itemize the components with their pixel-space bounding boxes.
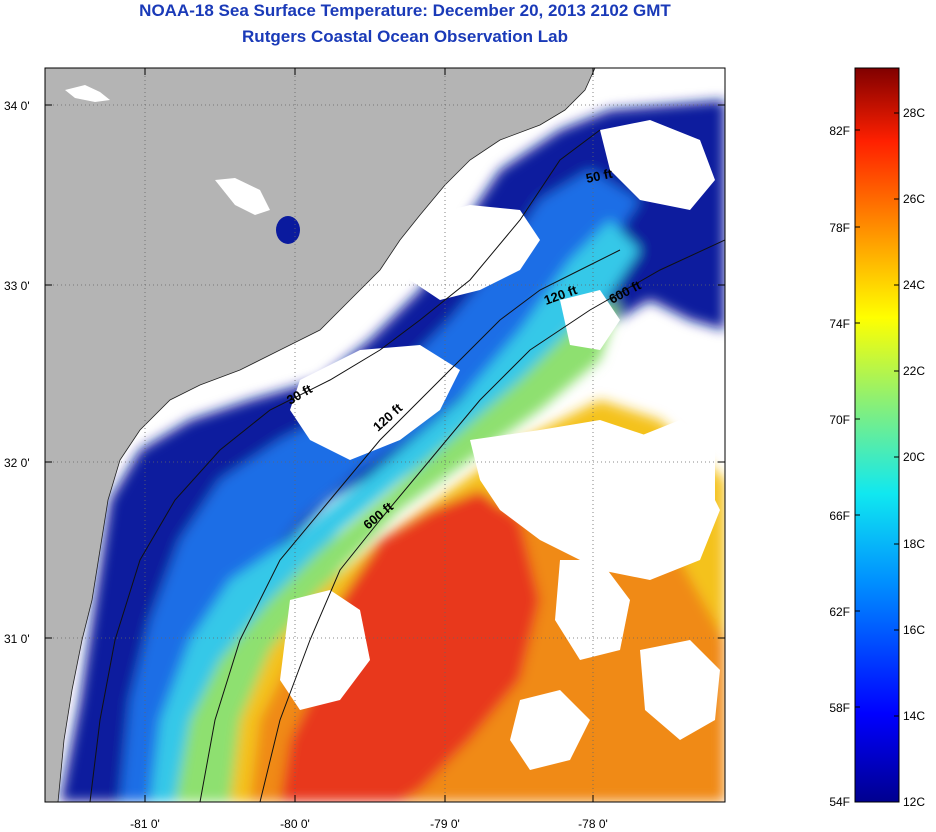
lat-label-33: 33 0': [4, 279, 30, 293]
inland-cloud-2: [65, 85, 110, 102]
cool-water: [120, 170, 640, 802]
cb-f-66: 66F: [829, 509, 850, 523]
colorbar-scale: [854, 67, 900, 803]
cb-f-54: 54F: [829, 795, 850, 809]
lat-label-34: 34 0': [4, 99, 30, 113]
cb-c-20: 20C: [903, 450, 925, 464]
grid: [45, 68, 725, 802]
mild-water: [175, 300, 620, 802]
coastline: [57, 68, 596, 802]
cb-f-70: 70F: [829, 413, 850, 427]
map-subtitle: Rutgers Coastal Ocean Observation Lab: [242, 27, 568, 46]
cb-c-18: 18C: [903, 537, 925, 551]
lon-label-78: -78 0': [578, 817, 608, 831]
colorbar: 82F 78F 74F 70F 66F 62F 58F 54F 28C 26C …: [829, 67, 925, 809]
lon-label-81: -81 0': [130, 817, 160, 831]
cb-f-62: 62F: [829, 605, 850, 619]
lat-label-31: 31 0': [4, 632, 30, 646]
lat-label-32: 32 0': [4, 456, 30, 470]
cb-c-12: 12C: [903, 795, 925, 809]
tick-marks: [45, 68, 725, 802]
map-title: NOAA-18 Sea Surface Temperature: Decembe…: [139, 1, 671, 20]
lon-label-80: -80 0': [280, 817, 310, 831]
cb-c-14: 14C: [903, 709, 925, 723]
cb-c-16: 16C: [903, 623, 925, 637]
lon-label-79: -79 0': [430, 817, 460, 831]
cb-f-82: 82F: [829, 124, 850, 138]
map-frame: [44, 67, 726, 803]
cb-c-24: 24C: [903, 278, 925, 292]
cloud-patches: [280, 120, 720, 770]
cb-c-26: 26C: [903, 192, 925, 206]
contours: [89, 129, 725, 802]
map-panel: 50 ft 120 ft 600 ft 120 ft 600 ft 30 ft: [45, 68, 725, 802]
cb-c-28: 28C: [903, 106, 925, 120]
cb-f-74: 74F: [829, 317, 850, 331]
cb-c-22: 22C: [903, 364, 925, 378]
inland-cloud: [215, 178, 270, 215]
cb-f-78: 78F: [829, 221, 850, 235]
mid-water: [150, 220, 640, 802]
contour-label-50: 50 ft: [585, 166, 615, 186]
cb-f-58: 58F: [829, 701, 850, 715]
land: [45, 68, 595, 802]
hot-water: [280, 490, 540, 802]
lake-marion: [276, 216, 300, 244]
